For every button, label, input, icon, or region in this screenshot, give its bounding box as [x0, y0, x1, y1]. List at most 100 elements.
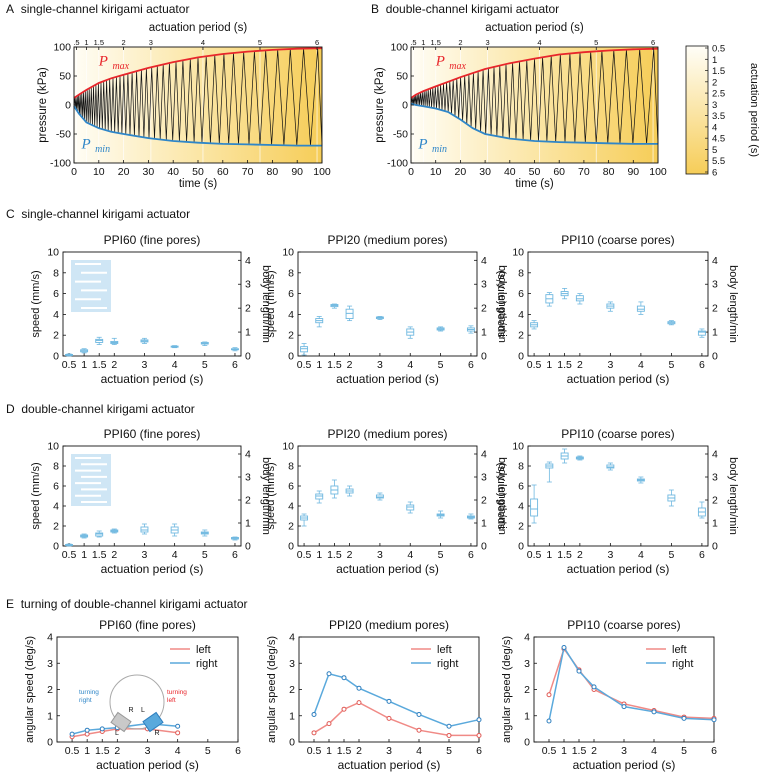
- x-tick-label: 0.5: [297, 359, 312, 371]
- x-tick-label: 2: [577, 359, 583, 371]
- y-tick-label: 6: [288, 481, 294, 493]
- y-tick-label: 10: [512, 247, 524, 259]
- x-tick-label: 4: [407, 359, 413, 371]
- y-tick-label: -50: [393, 129, 408, 141]
- x-tick-label: 1: [326, 745, 332, 757]
- inset-actuator-right: [142, 711, 164, 733]
- x-axis-label: actuation period (s): [336, 562, 439, 576]
- x-tick-label: 20: [118, 166, 130, 178]
- y-tick-label: 0: [288, 351, 294, 363]
- x-tick-label: 1: [81, 549, 87, 561]
- inset-turning-right-label: right: [79, 697, 92, 704]
- x-tick-label: 4: [638, 359, 644, 371]
- axes-frame: [527, 251, 709, 357]
- data-point-right: [711, 717, 717, 723]
- data-point-right: [591, 684, 597, 690]
- x-tick-label: 30: [143, 166, 155, 178]
- y-tick-label: 4: [288, 501, 294, 513]
- subplot-title: PPI60 (fine pores): [99, 618, 196, 632]
- legend-label-right: right: [196, 658, 217, 670]
- x-tick-label: 5: [205, 745, 211, 757]
- data-point-right: [546, 718, 552, 724]
- colorbar-tick-label: 5.5: [712, 156, 725, 167]
- y2-tick-label: 0: [245, 351, 251, 363]
- data-point-right: [386, 698, 392, 704]
- x-tick-label: 5: [446, 745, 452, 757]
- data-point-left: [341, 706, 347, 712]
- colorbar-tick-label: 4.5: [712, 134, 725, 145]
- panel-letter: A: [6, 2, 15, 16]
- y2-tick-label: 2: [712, 495, 718, 507]
- inset-turning-right-label: turning: [79, 689, 99, 696]
- x-tick-label: 0: [71, 166, 77, 178]
- x-tick-label: 10: [93, 166, 105, 178]
- y-axis-label: angular speed (deg/s): [266, 636, 278, 743]
- panel-label-e: E turning of double-channel kirigami act…: [6, 597, 248, 611]
- inset-actuator-left: [110, 711, 132, 733]
- x-tick-label: 2: [111, 359, 117, 371]
- top-tick-label: 1: [421, 38, 425, 47]
- x-tick-label: 3: [386, 745, 392, 757]
- data-point-left: [386, 715, 392, 721]
- x-tick-label: 5: [681, 745, 687, 757]
- y-tick-label: 100: [390, 42, 408, 54]
- y2-tick-label: 3: [712, 472, 718, 484]
- colorbar-tick-label: 2.5: [712, 89, 725, 100]
- legend-label-left: left: [196, 644, 211, 656]
- x-tick-label: 3: [142, 359, 148, 371]
- x-tick-label: 1: [84, 745, 90, 757]
- x-tick-label: 5: [202, 549, 208, 561]
- x-axis-label: time (s): [179, 178, 218, 190]
- axes-frame: [297, 445, 478, 547]
- panel-letter: E: [6, 597, 15, 611]
- x-tick-label: 2: [577, 549, 583, 561]
- y-tick-label: 10: [282, 441, 294, 453]
- y-tick-label: 4: [518, 501, 524, 513]
- x-tick-label: 6: [232, 549, 238, 561]
- y-tick-label: 50: [396, 71, 408, 83]
- y-axis-label: speed (mm/s): [495, 270, 507, 337]
- top-tick-label: 1.5: [94, 38, 104, 47]
- pmin-label: P: [417, 137, 427, 153]
- x-tick-label: 40: [167, 166, 179, 178]
- y-tick-label: 0: [53, 351, 59, 363]
- x-tick-label: 3: [607, 549, 613, 561]
- y2-tick-label: 2: [481, 495, 487, 507]
- inset-turning-left-label: left: [167, 697, 176, 704]
- x-tick-label: 6: [699, 359, 705, 371]
- legend-label-right: right: [672, 658, 693, 670]
- x-tick-label: 6: [476, 745, 482, 757]
- box: [530, 498, 539, 517]
- x-tick-label: 4: [172, 359, 178, 371]
- y2-tick-label: 1: [712, 518, 718, 530]
- colorbar-tick-label: 5: [712, 145, 717, 156]
- x-tick-label: 5: [438, 549, 444, 561]
- legend-label-left: left: [437, 644, 452, 656]
- axes-frame: [297, 251, 478, 357]
- pmin-line: [410, 102, 658, 145]
- x-tick-label: 6: [699, 549, 705, 561]
- x-tick-label: 0.5: [297, 549, 312, 561]
- pmin-line: [73, 105, 322, 147]
- y-tick-label: 0: [518, 351, 524, 363]
- y2-tick-label: 4: [245, 255, 251, 267]
- x-tick-label: 4: [407, 549, 413, 561]
- y-tick-label: 0: [65, 100, 71, 112]
- y-tick-label: 3: [47, 658, 53, 670]
- x-tick-label: 40: [504, 166, 516, 178]
- x-tick-label: 1: [316, 359, 322, 371]
- panel-label-c: C single-channel kirigami actuator: [6, 207, 190, 221]
- x-axis-label: time (s): [515, 178, 554, 190]
- x-tick-label: 0.5: [542, 745, 557, 757]
- y-tick-label: 2: [47, 684, 53, 696]
- x-axis-label: actuation period (s): [567, 372, 670, 386]
- kirigami-pattern-icon: [71, 454, 111, 506]
- pmax-line: [410, 47, 659, 99]
- x-tick-label: 1.5: [95, 745, 110, 757]
- y2-tick-label: 2: [245, 303, 251, 315]
- pmax-subscript: max: [112, 61, 129, 72]
- x-tick-label: 50: [529, 166, 541, 178]
- x-tick-label: 2: [356, 745, 362, 757]
- colorbar-tick-label: 0.5: [712, 44, 725, 55]
- x-tick-label: 80: [603, 166, 615, 178]
